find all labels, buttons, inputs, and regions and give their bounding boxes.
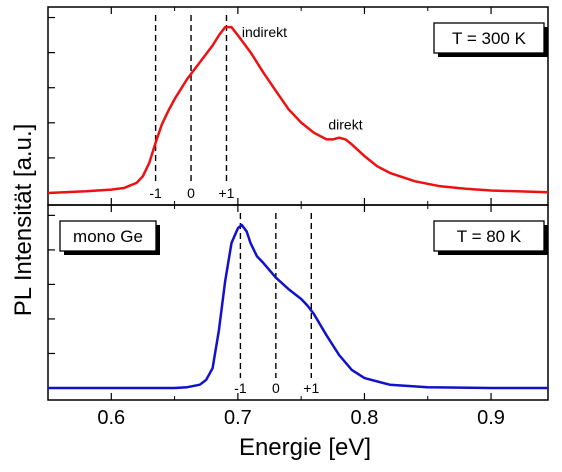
top-annotation: indirekt <box>242 24 287 40</box>
frame-layer <box>47 6 549 401</box>
top-dashed-line-label: 0 <box>187 185 195 201</box>
top-temperature-label: T = 300 K <box>452 29 527 48</box>
x-tick-label: 0.6 <box>97 407 125 429</box>
bottom-spectrum-line <box>48 223 548 390</box>
top-dashed-line-label: +1 <box>218 185 234 201</box>
y-axis-title: PL Intensität [a.u.] <box>10 124 37 317</box>
x-tick-label: 0.9 <box>477 407 505 429</box>
sample-label: mono Ge <box>73 227 143 246</box>
bottom-temperature-box <box>433 220 545 252</box>
dashed-lines-layer <box>154 15 312 378</box>
sample-box <box>59 220 157 252</box>
bottom-panel-frame <box>47 204 549 401</box>
x-tick-label: 0.8 <box>351 407 379 429</box>
x-axis-title: Energie [eV] <box>239 434 371 461</box>
bottom-dashed-line-label: 0 <box>272 380 280 396</box>
labels-layer: -1 0 +1 indirekt direkt T = 300 K -1 0 +1 T = 80 … <box>59 22 548 429</box>
bottom-dashed-line-label: +1 <box>303 380 319 396</box>
top-spectrum-line <box>47 25 549 195</box>
x-tick-label: 0.7 <box>224 407 252 429</box>
top-annotation: direkt <box>328 116 362 132</box>
top-temperature-box <box>433 22 545 54</box>
curves-layer <box>47 25 549 390</box>
bottom-dashed-line-label: -1 <box>234 380 247 396</box>
bottom-temperature-label: T = 80 K <box>457 227 522 246</box>
top-dashed-line-label: -1 <box>149 185 162 201</box>
